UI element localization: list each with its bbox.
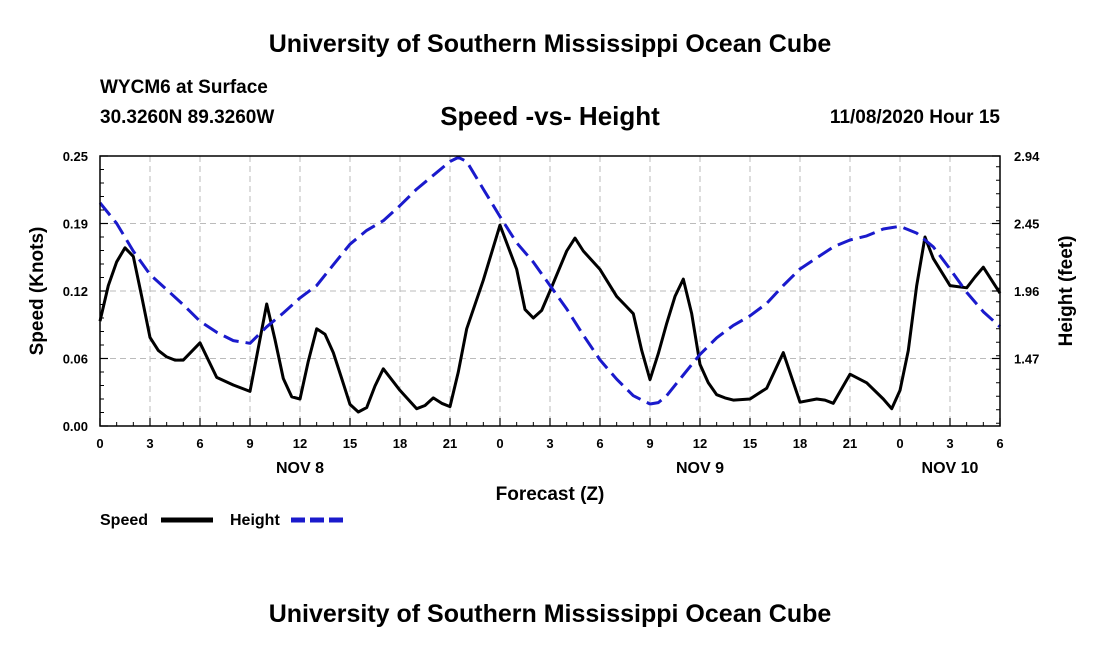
y-left-tick-label: 0.12	[63, 284, 88, 299]
x-tick-label: 12	[693, 436, 707, 451]
x-tick-label: 9	[246, 436, 253, 451]
x-tick-label: 3	[946, 436, 953, 451]
x-tick-label: 21	[443, 436, 457, 451]
y-right-tick-label: 2.94	[1014, 149, 1040, 164]
coordinates-label: 30.3260N 89.3260W	[100, 107, 275, 128]
chart-subtitle: Speed -vs- Height	[440, 101, 660, 131]
x-tick-label: 0	[496, 436, 503, 451]
series-line-height	[98, 155, 1002, 406]
page-title: University of Southern Mississippi Ocean…	[268, 30, 832, 58]
y-left-tick-label: 0.19	[63, 217, 88, 232]
x-tick-label: 18	[393, 436, 407, 451]
y-axis-left-title: Speed (Knots)	[27, 227, 48, 356]
footer-title: University of Southern Mississippi Ocean…	[268, 600, 832, 628]
x-tick-label: 3	[546, 436, 553, 451]
x-tick-label: 6	[196, 436, 203, 451]
forecast-datetime: 11/08/2020 Hour 15	[829, 107, 1000, 128]
x-axis-title: Forecast (Z)	[496, 484, 605, 505]
axis-ticks	[99, 155, 1001, 427]
series-lines	[98, 155, 1002, 414]
day-label: NOV 10	[922, 460, 979, 477]
grid-lines	[100, 156, 1000, 426]
x-tick-label: 18	[793, 436, 807, 451]
x-tick-label: 6	[596, 436, 603, 451]
axis-labels: 0 3 6 9 12 15 18 21 0 3 6 9 12 15 18 21 0 3 6 NOV 8 NOV 9 NOV…	[63, 149, 1040, 477]
day-label: NOV 8	[276, 460, 324, 477]
legend-speed-label: Speed	[100, 512, 148, 529]
y-left-tick-label: 0.00	[63, 419, 88, 434]
x-tick-label: 6	[996, 436, 1003, 451]
x-tick-label: 0	[96, 436, 103, 451]
x-tick-label: 15	[343, 436, 357, 451]
station-label: WYCM6 at Surface	[100, 77, 268, 98]
x-tick-label: 3	[146, 436, 153, 451]
y-axis-right-title: Height (feet)	[1056, 236, 1077, 347]
y-right-tick-label: 2.45	[1014, 217, 1039, 232]
x-tick-label: 15	[743, 436, 757, 451]
x-tick-label: 12	[293, 436, 307, 451]
series-line-speed	[98, 223, 1002, 414]
day-label: NOV 9	[676, 460, 724, 477]
y-right-tick-label: 1.47	[1014, 352, 1039, 367]
x-tick-label: 21	[843, 436, 857, 451]
x-tick-label: 0	[896, 436, 903, 451]
y-right-tick-label: 1.96	[1014, 284, 1039, 299]
legend: Speed Height	[100, 512, 343, 529]
y-left-tick-label: 0.06	[63, 352, 88, 367]
y-left-tick-label: 0.25	[63, 149, 88, 164]
x-tick-label: 9	[646, 436, 653, 451]
legend-height-label: Height	[230, 512, 280, 529]
